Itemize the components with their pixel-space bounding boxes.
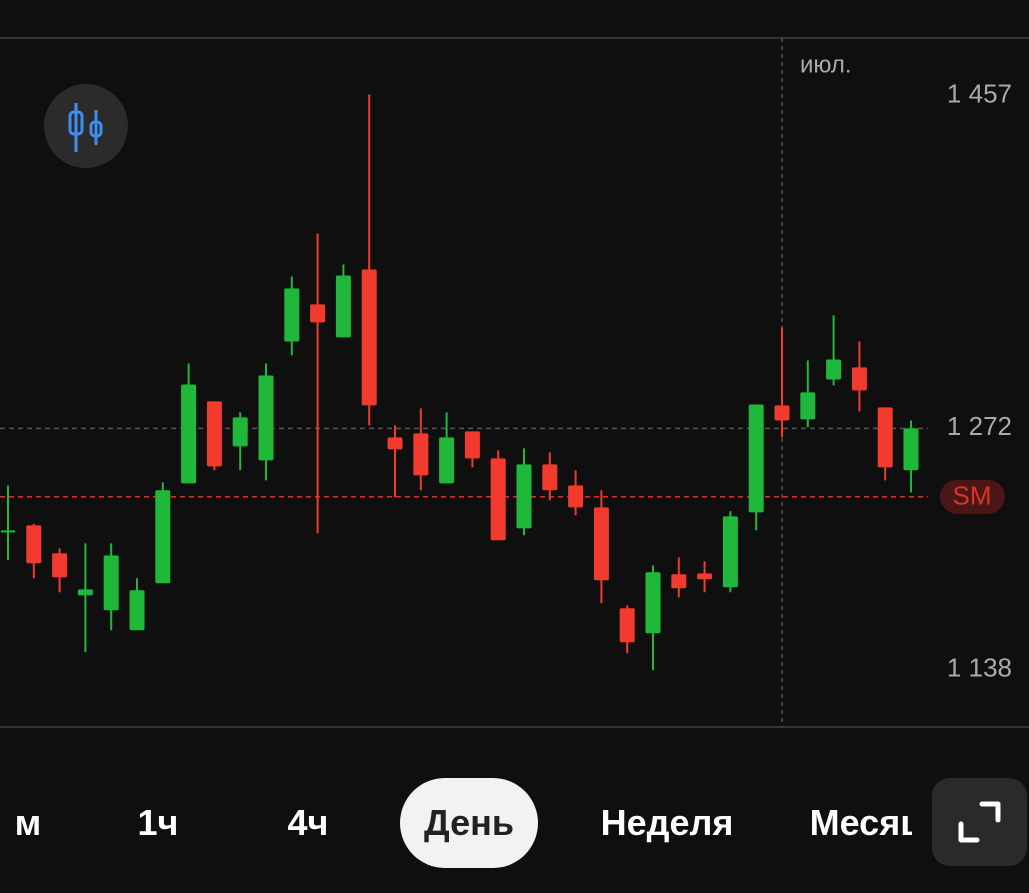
candle-body (516, 464, 532, 529)
level-badge (940, 479, 1005, 514)
candle-body (0, 530, 16, 533)
timeframe-tab[interactable]: Месяц (809, 802, 912, 843)
candle-body (129, 590, 145, 631)
candle-body (232, 417, 248, 447)
candle-body (697, 573, 713, 580)
y-tick-label: 1 138 (947, 652, 1012, 682)
candle-body (542, 464, 558, 491)
candle-body (490, 458, 506, 541)
candle-body (464, 431, 480, 459)
candle-body (774, 405, 790, 421)
candle-body (671, 574, 687, 589)
candle-body (181, 384, 197, 484)
candle-body (335, 275, 351, 338)
timeframe-tab[interactable]: Неделя (600, 802, 734, 843)
candle-body (77, 589, 93, 596)
candle-body (851, 367, 867, 391)
timeframe-tabs: м 1ч 4ч День Неделя Месяц (0, 778, 912, 868)
candle-body (310, 304, 326, 323)
candle-body (722, 516, 738, 588)
y-tick-label: 1 272 (947, 411, 1012, 441)
candle-body (413, 433, 429, 476)
x-tick-label: июл. (800, 51, 852, 78)
candle-body (439, 437, 455, 484)
fullscreen-icon (958, 801, 1001, 843)
candle-body (903, 428, 919, 471)
candle-body (284, 288, 300, 342)
candle-body (568, 485, 584, 508)
level-label: SM (953, 481, 992, 511)
y-tick-label: 1 457 (947, 78, 1012, 108)
candle-body (387, 437, 403, 450)
candle-body (800, 392, 816, 420)
candle-body (52, 553, 68, 578)
fullscreen-button[interactable] (932, 778, 1027, 866)
candle-body (593, 507, 609, 581)
candle-body (26, 525, 42, 564)
candle-body (155, 490, 171, 584)
candle-body (206, 401, 222, 467)
candle-body (361, 269, 377, 406)
candle-body (619, 608, 635, 643)
candle-body (258, 375, 274, 461)
candle-body (877, 407, 893, 468)
candle-body (826, 359, 842, 380)
timeframe-tab[interactable]: День (400, 778, 538, 868)
timeframe-tab[interactable]: м (14, 802, 42, 843)
timeframe-tab[interactable]: 4ч (287, 802, 329, 843)
timeframe-tab[interactable]: 1ч (137, 802, 179, 843)
candle-body (748, 404, 764, 513)
candle-body (645, 572, 661, 634)
candle-body (103, 555, 119, 611)
candle-icon-button[interactable] (44, 84, 128, 168)
